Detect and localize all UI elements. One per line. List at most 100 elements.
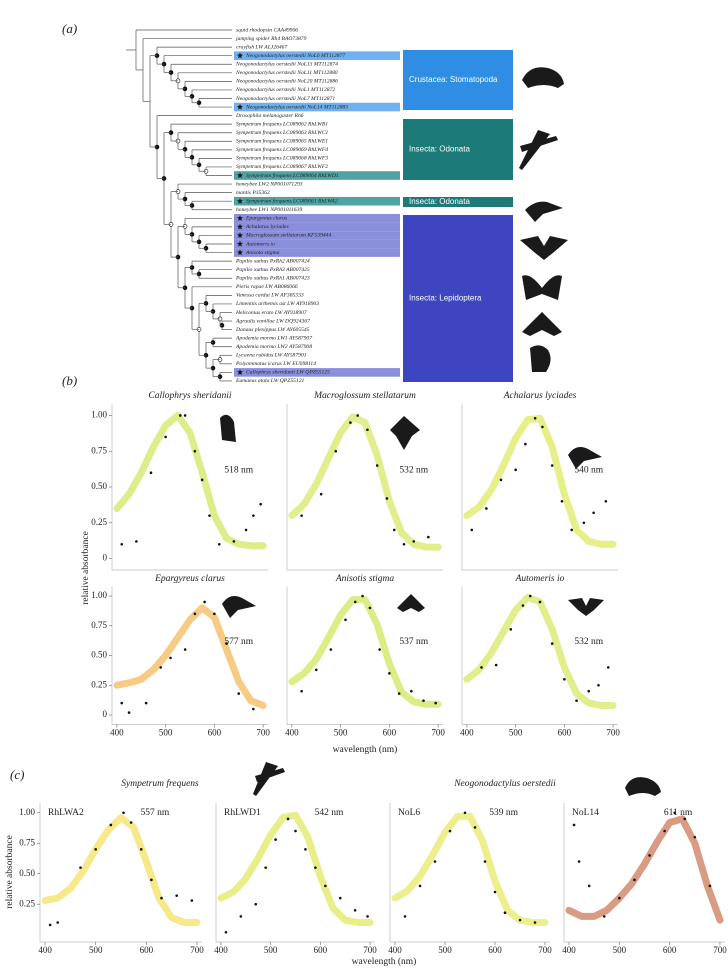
data-point [518,918,522,922]
leaf-label: Neogonodactylus oerstedii NoL6 MT112877 [245,53,345,59]
group-label: Crustacea: Stomatopoda [409,75,498,84]
peak-label: 539 nm [489,808,518,818]
group-label: Insecta: Odonata [409,145,470,154]
leaf-highlight [234,196,400,206]
y-tick-label: 0.50 [91,650,107,660]
star [237,103,243,110]
leaf-label: squid rhodopsin CAA49906 [236,27,298,33]
data-point [448,829,452,833]
peak-label: 577 nm [224,637,253,647]
y-tick-label: 0 [103,553,108,563]
data-point [314,866,317,869]
peak-label: 542 nm [315,808,344,818]
data-point [433,860,437,863]
leaf-label: Achalarus lyciades [245,224,289,230]
data-point [693,835,697,839]
leaf-highlight [234,239,400,249]
leaf-label: Papilio xuthus PxRh2 AB007424 [235,258,310,264]
leaf-label: Apodemia mormo LW1 AY587907 [235,335,312,341]
data-point [480,666,483,669]
data-point [349,421,352,424]
data-point [587,884,591,888]
leaf-label: Danaus plexippus LW AY605545 [235,327,310,333]
leaf-label: Papilio xuthus PxRh1 AB007423 [235,276,310,282]
data-point [366,915,369,918]
y-tick-label: 1.00 [91,590,107,600]
y-tick-label: 0.75 [19,837,35,847]
data-point [48,923,52,927]
x-tick-label: 700 [713,945,727,955]
leaf-highlight [234,222,400,232]
axis-frame [39,803,202,943]
peak-label: 557 nm [140,808,169,818]
group-title: Neogonodactylus oerstedii [453,779,556,789]
data-point [418,884,422,888]
x-tick-label: 700 [538,945,552,955]
data-point [494,663,498,667]
data-point [150,878,153,882]
x-tick-label: 400 [285,728,299,738]
leaf-label: honeybee LW2 NP001071293 [236,181,303,187]
data-point [410,689,413,693]
data-point [160,896,163,900]
leaf-label: honeybee LW1 NP001011639 [236,207,302,213]
chart-label: RhLWD1 [224,808,261,818]
data-point [602,915,606,918]
x-tick-label: 500 [438,945,452,955]
data-point [485,507,488,510]
data-point [582,521,586,525]
data-point [213,612,216,616]
peak-label: 540 nm [574,466,603,476]
data-point [673,811,676,815]
group-box [403,50,513,110]
data-point [353,600,357,604]
data-point [356,414,359,417]
data-point [224,930,228,934]
data-point [604,500,608,503]
data-point [94,848,97,851]
data-point [178,414,182,417]
axis-frame [461,404,618,571]
data-point [538,600,542,604]
data-point [237,692,241,695]
x-tick-label: 700 [256,728,270,738]
data-point [597,683,600,687]
data-point [648,854,651,857]
axis-frame [563,803,725,943]
group-title: Sympetrum frequens [121,778,199,789]
leaf-label: mantis P35362 [236,190,270,196]
data-point [412,540,416,543]
data-point [127,711,131,714]
data-point [324,884,327,888]
data-point [397,692,401,695]
x-tick-label: 500 [89,945,103,955]
fit-curve [463,593,617,709]
x-axis-label: wavelength (nm) [333,744,398,755]
group-box [403,119,513,180]
x-tick-label: 500 [159,728,173,738]
leaf-label: Heliconius erato LW AY918907 [235,310,307,316]
data-point [334,449,338,453]
data-point [169,656,172,660]
group-box [403,197,513,207]
data-point [217,542,221,546]
leaf-label: Neogonodactylus oerstedii NoL14 MT112883 [245,104,348,110]
data-point [434,701,437,705]
leaf-highlight [234,248,400,257]
x-tick-label: 600 [558,728,572,738]
data-point [368,606,372,610]
data-point [392,528,396,532]
data-point [514,468,517,472]
x-tick-label: 700 [363,945,377,955]
leaf-label: Eumaeus atala LW QPZ55121 [235,378,305,384]
star [237,249,243,256]
fit-curve [565,815,724,924]
data-point [200,478,204,482]
x-tick-label: 400 [388,945,402,955]
data-point [402,542,406,546]
data-point [509,628,513,631]
data-point [366,428,369,432]
axis-frame [215,803,375,943]
data-point [109,823,113,827]
x-tick-label: 500 [509,728,523,738]
